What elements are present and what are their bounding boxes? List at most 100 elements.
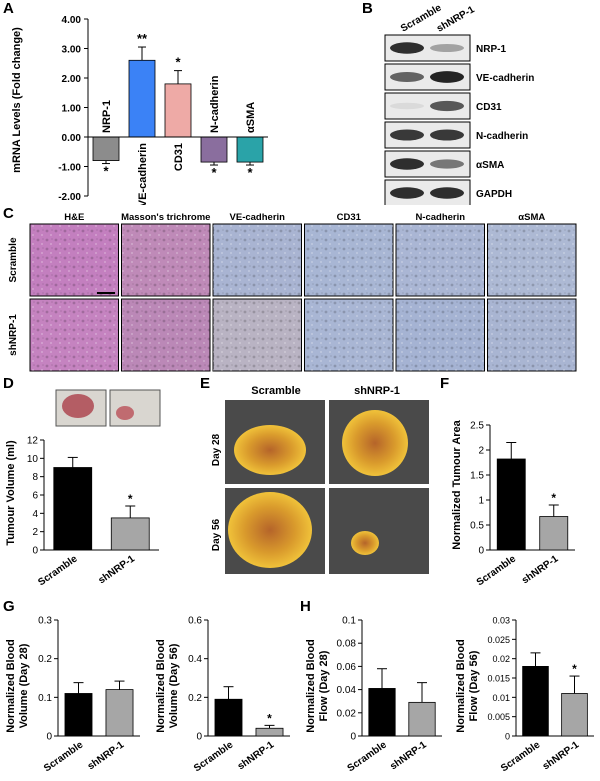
us-row-day28: Day 28: [211, 433, 222, 466]
us-row-day56: Day 56: [211, 518, 222, 551]
chart-f-ytick-label: 0: [478, 546, 484, 557]
chart-a-ytick-label: 2.00: [62, 74, 82, 85]
blot-row-label: N-cadherin: [476, 131, 528, 142]
chart-g2-ylabel-2: Volume (Day 56): [168, 643, 180, 728]
panel-label-f: F: [440, 375, 450, 392]
chart-d-ytick-label: 0: [32, 546, 38, 557]
blot-band: [430, 71, 464, 83]
chart-a-significance: *: [247, 165, 253, 180]
chart-g2-ytick-label: 0.4: [188, 654, 202, 665]
histology-col-label: N-cadherin: [415, 212, 465, 223]
chart-d-category-label: shNRP-1: [97, 553, 138, 586]
panel-label-e: E: [200, 375, 211, 392]
chart-a-category-label: αSMA: [245, 102, 257, 133]
chart-a-ytick-label: 3.00: [62, 45, 82, 56]
chart-h1-bar: [408, 701, 436, 737]
chart-a-significance: *: [103, 164, 109, 179]
chart-f-category-label: Scramble: [475, 553, 519, 588]
blot-band: [430, 129, 464, 141]
chart-g1-bar: [64, 693, 93, 737]
chart-a-significance: **: [137, 31, 148, 46]
histology-col-label: VE-cadherin: [230, 212, 286, 223]
chart-f-ytick-label: 2: [478, 446, 484, 457]
us-tile-scramble-day56: [225, 488, 325, 574]
us-tile-scramble-day28: [225, 400, 325, 484]
chart-a-ytick-label: 4.00: [62, 15, 82, 26]
chart-f-ytick-label: 1.5: [470, 471, 484, 482]
histology-tile-texture: [213, 224, 302, 296]
histology-tile-texture: [396, 299, 485, 371]
chart-a-category-label: N-cadherin: [209, 75, 221, 133]
panel-label-d: D: [3, 375, 14, 392]
chart-a-ytick-label: 1.00: [62, 104, 82, 115]
blot-row-label: CD31: [476, 102, 502, 113]
us-col-shnrp1: shNRP-1: [354, 385, 400, 397]
histology-tile-texture: [213, 299, 302, 371]
chart-g2-ytick-label: 0.2: [188, 693, 202, 704]
chart-h2-ytick-label: 0.025: [487, 635, 510, 645]
chart-d-category-label: Scramble: [36, 553, 80, 588]
chart-d-bar: [110, 517, 150, 551]
panel-label-c: C: [3, 205, 14, 222]
chart-g2-ytick-label: 0.6: [188, 616, 202, 627]
chart-a-significance: *: [175, 55, 181, 70]
tumour-photo-shnrp1: [109, 389, 161, 427]
chart-a-ylabel: mRNA Levels (Fold change): [11, 27, 23, 173]
chart-f-bar: [496, 458, 526, 551]
blot-band: [390, 129, 424, 141]
histology-row-label: shNRP-1: [8, 314, 19, 356]
chart-h1-ytick-label: 0: [350, 732, 356, 743]
chart-d-bar: [53, 467, 93, 551]
histology-col-label: H&E: [64, 212, 84, 223]
chart-g2-ylabel-1: Normalized Blood: [155, 639, 167, 733]
chart-h2-ytick-label: 0.005: [487, 712, 510, 722]
chart-h1-ylabel-2: Flow (Day 28): [318, 650, 330, 721]
chart-h2-significance: *: [572, 662, 577, 676]
chart-a-bar: [92, 136, 120, 162]
chart-h2: Normalized Blood Flow (Day 56) 0 0.005 0.0…: [455, 616, 594, 774]
chart-d-ytick-label: 2: [32, 527, 38, 538]
chart-d-ytick-label: 6: [32, 491, 38, 502]
chart-g1-ytick-label: 0: [46, 732, 52, 743]
chart-h1-ytick-label: 0.1: [342, 616, 356, 627]
chart-d-significance: *: [128, 492, 133, 506]
blot-band: [430, 159, 464, 169]
chart-f-category-label: shNRP-1: [520, 553, 561, 586]
tumour-photo-shnrp1-mass: [116, 406, 134, 420]
histology-tile-texture: [121, 299, 210, 371]
blot-band: [390, 42, 424, 54]
chart-h2-bar: [522, 666, 549, 737]
panel-label-b: B: [362, 0, 373, 17]
chart-g2-bar: [255, 727, 284, 737]
histology-grid: H&E Masson's trichrome VE-cadherin CD31 N-ca…: [0, 210, 600, 375]
blot-band: [390, 158, 424, 170]
histology-tile-texture: [304, 224, 393, 296]
chart-d-ytick-label: 12: [27, 436, 39, 447]
chart-a-ytick-label: -1.00: [58, 163, 81, 174]
chart-h1-category-label: shNRP-1: [388, 739, 429, 772]
chart-d-ytick-label: 8: [32, 472, 38, 483]
chart-h1-category-label: Scramble: [346, 739, 390, 774]
western-blot: Scramble shNRP-1 NRP-1 VE-cadherin CD31 N-c…: [375, 0, 600, 207]
chart-a-category-label: VE-cadherin: [137, 143, 149, 205]
chart-g2-bar: [214, 698, 243, 737]
chart-g2-category-label: Scramble: [192, 739, 236, 774]
chart-g2: Normalized Blood Volume (Day 56) 0 0.2 0.4…: [155, 616, 290, 774]
chart-h2-ytick-label: 0.015: [487, 674, 510, 684]
chart-g1-category-label: shNRP-1: [86, 739, 127, 772]
chart-a-category-label: NRP-1: [101, 100, 113, 133]
chart-a-bar: [164, 83, 192, 138]
chart-a-ytick-label: -2.00: [58, 192, 81, 203]
chart-g2-ytick-label: 0: [196, 732, 202, 743]
us-col-scramble: Scramble: [251, 385, 301, 397]
chart-a: mRNA Levels (Fold change) 4.00 3.00 2.00 1.…: [11, 15, 268, 205]
blot-row-label: NRP-1: [476, 44, 506, 55]
histology-tile-texture: [487, 224, 576, 296]
chart-h2-ylabel-1: Normalized Blood: [455, 639, 467, 733]
tumour-photo-scramble-mass: [62, 394, 94, 418]
chart-h2-ytick-label: 0: [505, 732, 510, 742]
chart-a-bar: [236, 136, 264, 163]
chart-d-ytick-label: 4: [32, 509, 38, 520]
blot-row-label: αSMA: [476, 160, 504, 171]
histology-col-label: CD31: [337, 212, 362, 223]
